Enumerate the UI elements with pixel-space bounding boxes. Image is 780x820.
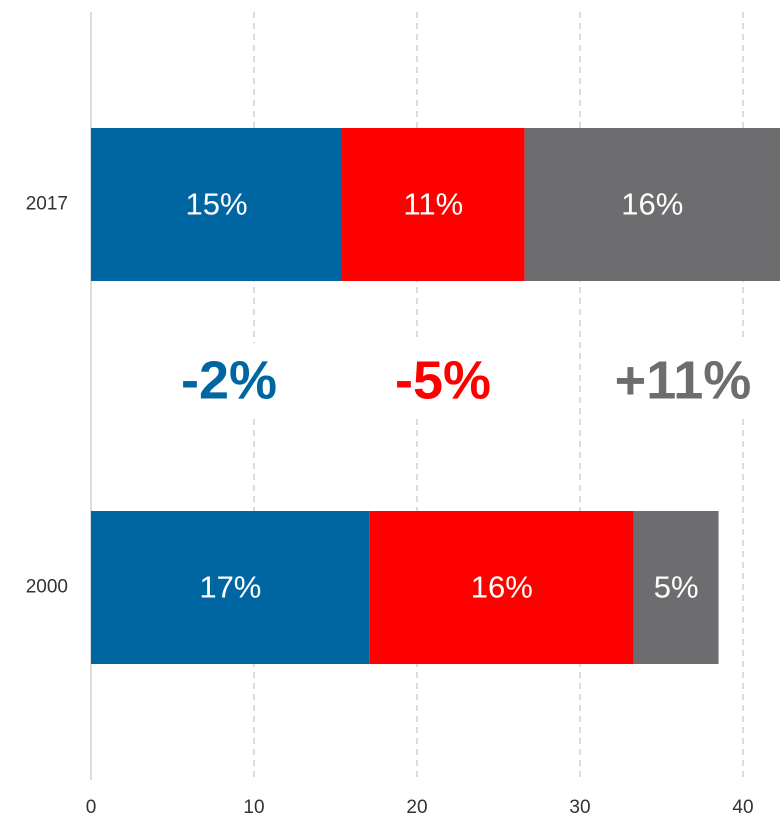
y-tick-label: 2000 <box>26 577 68 598</box>
data-label: 17% <box>199 570 261 605</box>
annotation: +11% <box>615 350 752 410</box>
x-tick-label: 40 <box>732 797 753 818</box>
data-label: 5% <box>654 570 699 605</box>
bar-segment <box>633 511 719 664</box>
bar-segment <box>369 511 634 664</box>
x-tick-label: 20 <box>406 797 427 818</box>
data-label: 16% <box>621 187 683 222</box>
annotation: -2% <box>181 350 277 410</box>
data-label: 16% <box>471 570 533 605</box>
bar-segment <box>91 511 370 664</box>
x-tick-label: 30 <box>569 797 590 818</box>
bar-segment <box>342 128 525 281</box>
x-tick-label: 10 <box>243 797 264 818</box>
x-tick-label: 0 <box>86 797 97 818</box>
bar-segment <box>91 128 343 281</box>
annotation: -5% <box>395 350 491 410</box>
data-label: 15% <box>185 187 247 222</box>
data-label: 11% <box>403 187 463 222</box>
y-tick-label: 2017 <box>26 194 68 215</box>
bar-segment <box>524 128 780 281</box>
